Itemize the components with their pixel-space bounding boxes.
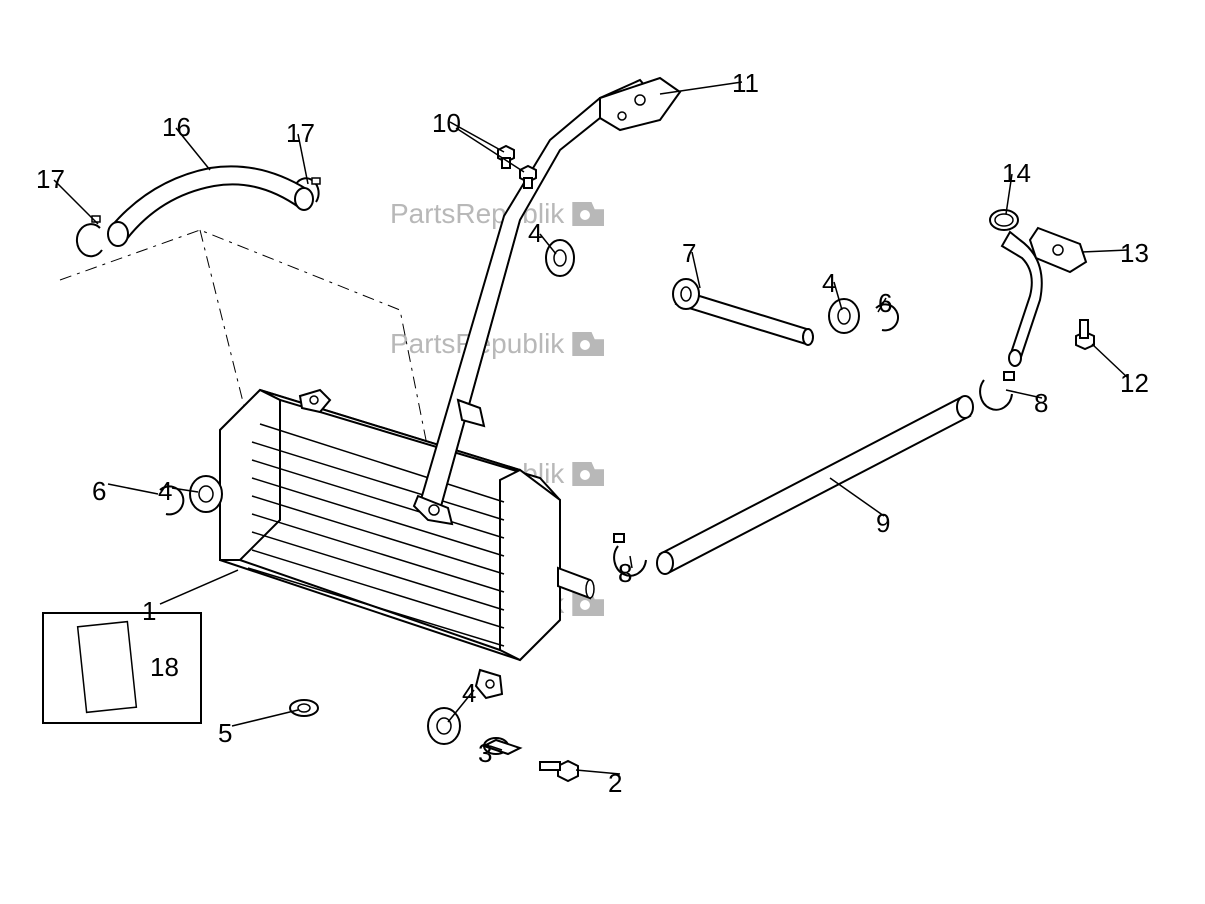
callout-4d: 4	[158, 476, 172, 507]
callout-18: 18	[150, 652, 179, 683]
radiator-part-1	[220, 390, 594, 698]
callout-16: 16	[162, 112, 191, 143]
pipe-part-13	[990, 210, 1094, 366]
callout-6a: 6	[92, 476, 106, 507]
callout-11: 11	[732, 68, 759, 99]
hose-part-9	[614, 372, 1014, 576]
callout-17b: 17	[286, 118, 315, 149]
callout-5: 5	[218, 718, 232, 749]
callout-8b: 8	[1034, 388, 1048, 419]
callout-12: 12	[1120, 368, 1149, 399]
callout-7: 7	[682, 238, 696, 269]
callout-2: 2	[608, 768, 622, 799]
tube-part-7	[673, 279, 898, 345]
grommet-under-radiator	[290, 700, 578, 781]
callout-4b: 4	[528, 218, 542, 249]
callout-10: 10	[432, 108, 461, 139]
callout-14: 14	[1002, 158, 1031, 189]
callout-4c: 4	[822, 268, 836, 299]
callout-8a: 8	[618, 558, 632, 589]
bracket-part-11	[414, 78, 680, 524]
grommet-part-4-bracket	[546, 240, 574, 276]
hose-part-16	[77, 166, 320, 256]
callout-13: 13	[1120, 238, 1149, 269]
callout-1: 1	[142, 596, 156, 627]
diagram-container: PartsRepublik PartsRepublik PartsRepubli…	[0, 0, 1205, 904]
callout-6b: 6	[878, 288, 892, 319]
callout-17a: 17	[36, 164, 65, 195]
callout-3: 3	[478, 738, 492, 769]
callout-9: 9	[876, 508, 890, 539]
callout-4a: 4	[462, 678, 476, 709]
